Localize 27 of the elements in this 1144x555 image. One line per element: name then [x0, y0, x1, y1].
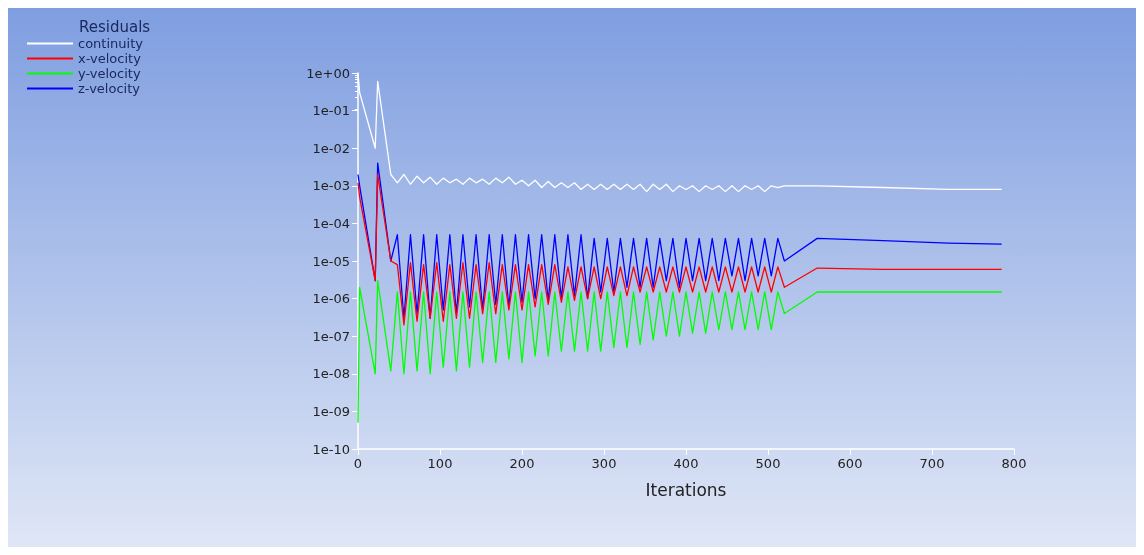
x-tick-label: 700 — [919, 456, 945, 471]
y-tick-label: 1e+00 — [306, 65, 350, 81]
y-tick-label: 1e-05 — [312, 253, 350, 269]
y-tick-label: 1e-01 — [312, 103, 350, 119]
x-tick-label: 400 — [673, 456, 699, 471]
y-tick-label: 1e-03 — [312, 178, 350, 194]
x-tick-label: 600 — [837, 456, 863, 471]
y-tick-label: 1e-10 — [312, 441, 350, 457]
y-tick-label: 1e-04 — [312, 215, 350, 231]
legend-label: x-velocity — [78, 51, 142, 66]
y-tick-label: 1e-09 — [312, 403, 350, 419]
x-tick-label: 300 — [591, 456, 617, 471]
legend-label: continuity — [78, 36, 144, 51]
y-tick-label: 1e-06 — [312, 291, 350, 307]
x-tick-label: 500 — [755, 456, 781, 471]
legend-label: z-velocity — [78, 81, 141, 96]
x-tick-label: 0 — [353, 456, 363, 471]
legend-label: y-velocity — [78, 66, 141, 81]
legend-title: Residuals — [79, 17, 151, 36]
x-tick-label: 200 — [509, 456, 535, 471]
line-series — [357, 280, 1003, 424]
y-tick-label: 1e-08 — [312, 366, 350, 382]
x-tick-label: 100 — [427, 456, 453, 471]
y-tick-label: 1e-07 — [312, 328, 350, 344]
x-axis-title: Iterations — [645, 479, 727, 500]
y-tick-label: 1e-02 — [312, 140, 350, 156]
x-tick-label: 800 — [1001, 456, 1027, 471]
